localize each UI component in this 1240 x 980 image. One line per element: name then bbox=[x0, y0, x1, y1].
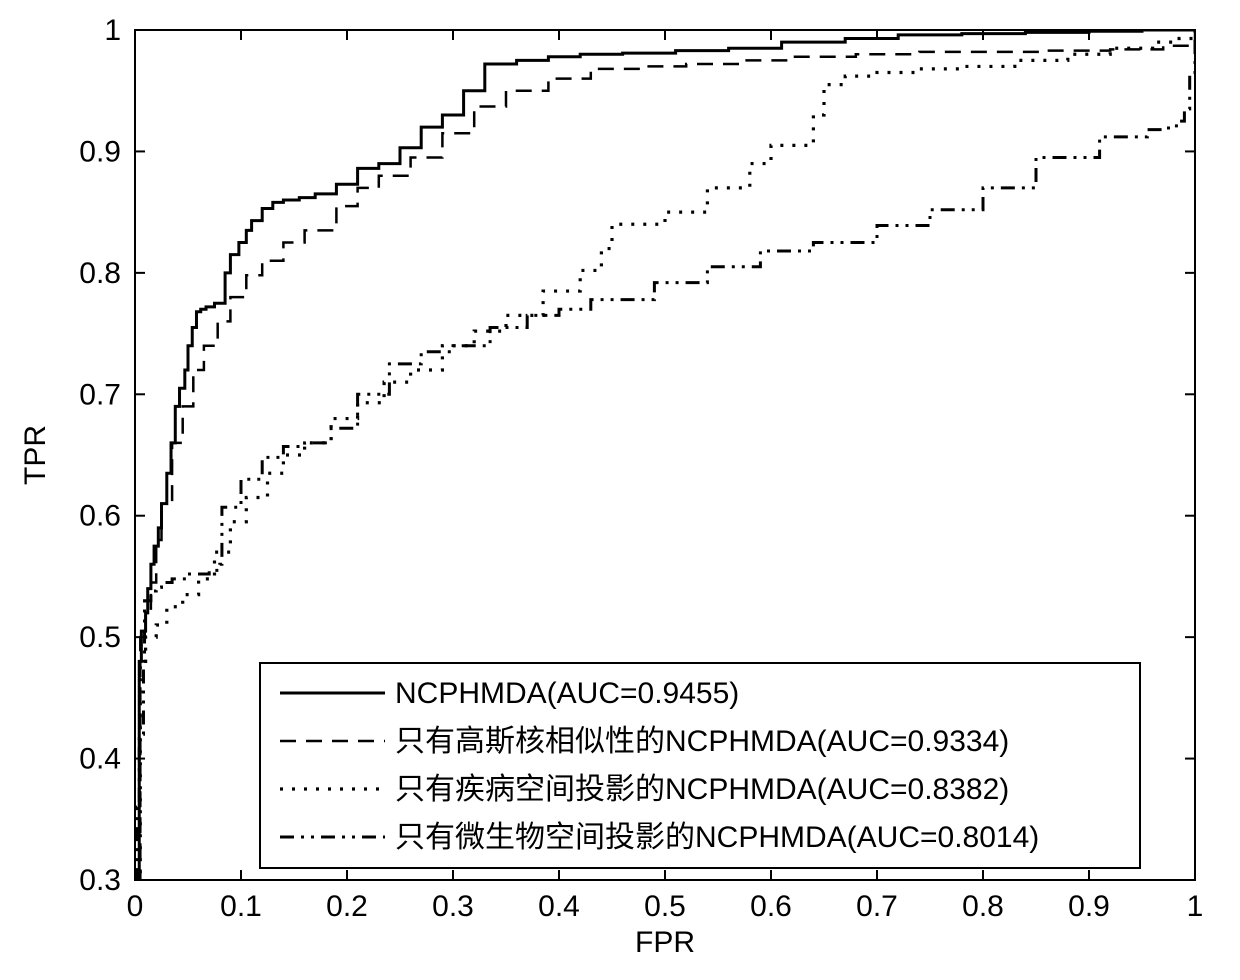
y-tick-label: 0.8 bbox=[79, 257, 121, 290]
x-tick-label: 0.8 bbox=[962, 890, 1004, 923]
y-tick-label: 0.9 bbox=[79, 135, 121, 168]
y-tick-label: 0.6 bbox=[79, 500, 121, 533]
y-tick-label: 0.4 bbox=[79, 743, 121, 776]
legend-label-0: NCPHMDA(AUC=0.9455) bbox=[395, 677, 739, 710]
x-tick-label: 0.3 bbox=[432, 890, 474, 923]
x-tick-label: 0.4 bbox=[538, 890, 580, 923]
x-tick-label: 0.2 bbox=[326, 890, 368, 923]
y-tick-label: 1 bbox=[104, 14, 121, 47]
x-tick-label: 1 bbox=[1187, 890, 1204, 923]
x-tick-label: 0.7 bbox=[856, 890, 898, 923]
x-tick-label: 0.6 bbox=[750, 890, 792, 923]
x-tick-label: 0.9 bbox=[1068, 890, 1110, 923]
x-axis-title: FPR bbox=[635, 926, 695, 959]
x-tick-label: 0.1 bbox=[220, 890, 262, 923]
legend-label-2: 只有疾病空间投影的NCPHMDA(AUC=0.8382) bbox=[395, 773, 1009, 806]
y-tick-label: 0.3 bbox=[79, 864, 121, 897]
x-tick-label: 0.5 bbox=[644, 890, 686, 923]
x-tick-label: 0 bbox=[127, 890, 144, 923]
y-tick-label: 0.5 bbox=[79, 621, 121, 654]
y-axis-title: TPR bbox=[19, 425, 52, 485]
legend-label-1: 只有高斯核相似性的NCPHMDA(AUC=0.9334) bbox=[395, 725, 1009, 758]
legend-label-3: 只有微生物空间投影的NCPHMDA(AUC=0.8014) bbox=[395, 821, 1039, 854]
y-tick-label: 0.7 bbox=[79, 378, 121, 411]
roc-chart: 0 0.1 0.2 0.3 0.4 0.5 0.6 0.7 0.8 0.9 1 0.3 0.4 0.5 0.… bbox=[0, 0, 1240, 980]
